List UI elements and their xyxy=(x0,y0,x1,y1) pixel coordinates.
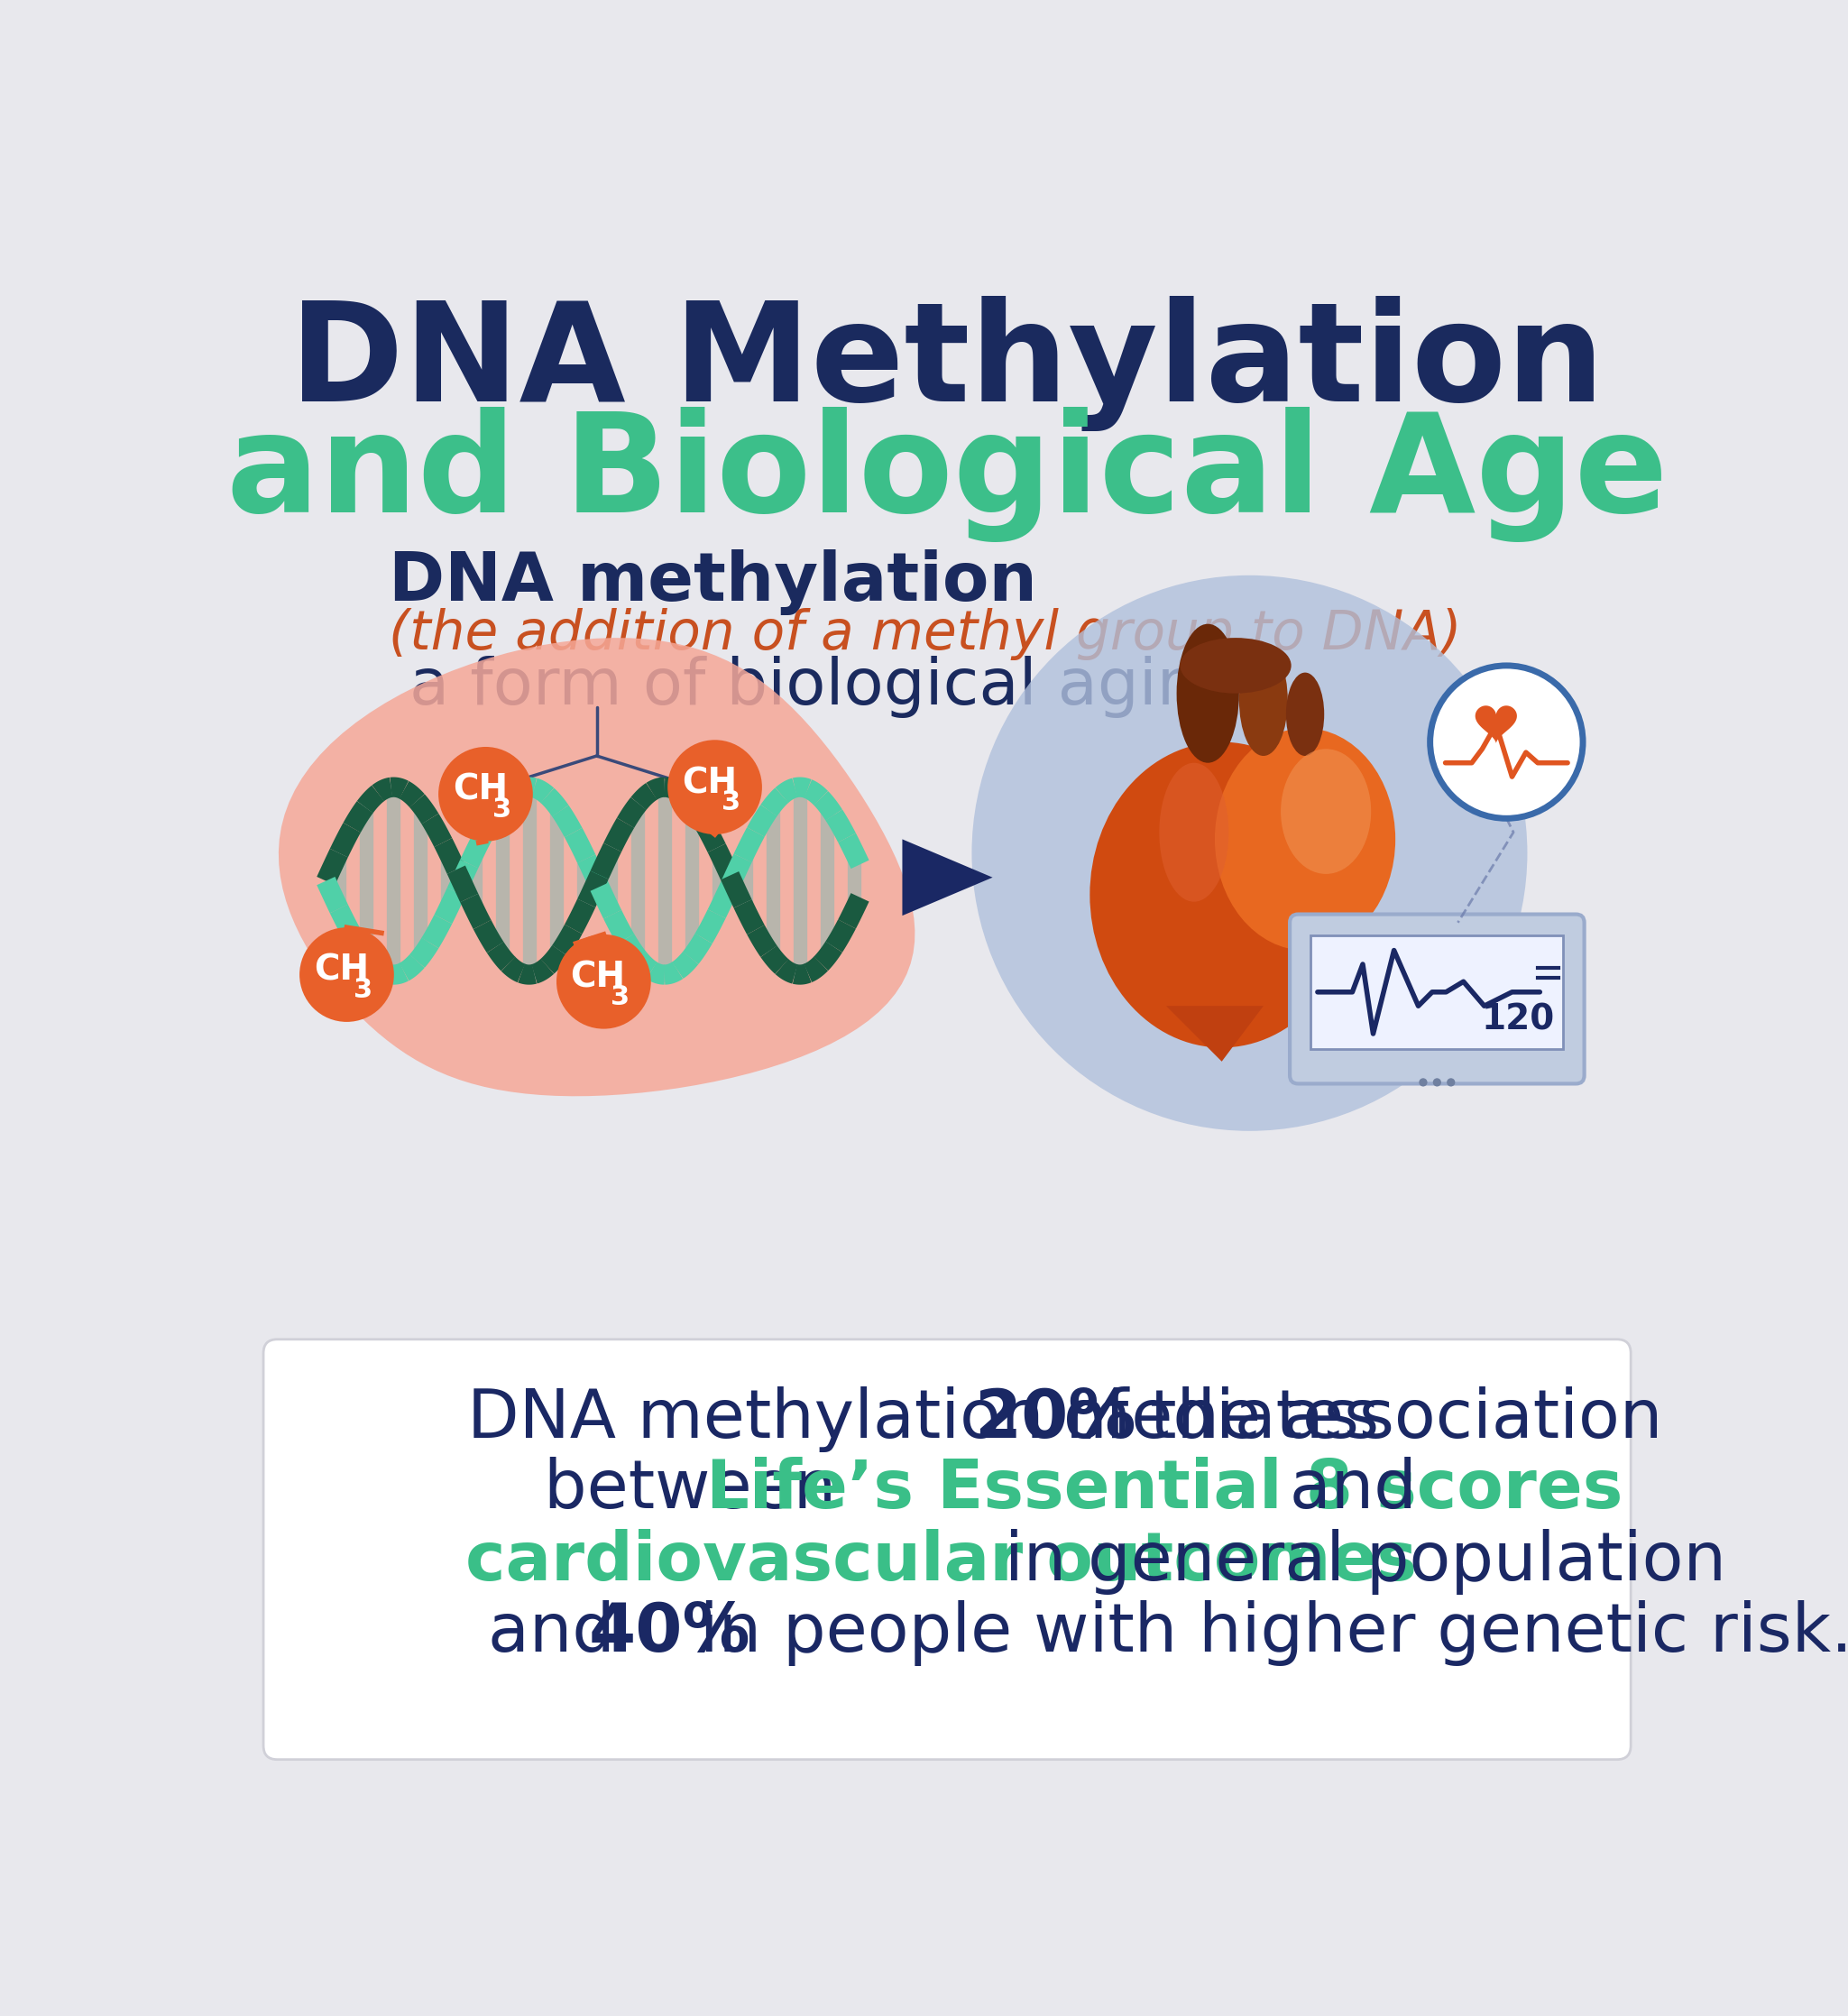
Text: DNA methylation: DNA methylation xyxy=(388,548,1037,615)
Circle shape xyxy=(438,746,532,841)
Text: 3: 3 xyxy=(353,978,373,1004)
Ellipse shape xyxy=(1090,742,1355,1048)
Ellipse shape xyxy=(1286,673,1325,756)
Text: CH: CH xyxy=(453,772,508,806)
Text: DNA methylation mediates: DNA methylation mediates xyxy=(468,1387,1401,1452)
Text: a form of biological aging: a form of biological aging xyxy=(408,655,1240,718)
FancyBboxPatch shape xyxy=(1290,913,1584,1085)
Circle shape xyxy=(1419,1079,1427,1087)
Ellipse shape xyxy=(1181,637,1292,694)
Text: 3: 3 xyxy=(723,790,741,816)
Text: in people with higher genetic risk.: in people with higher genetic risk. xyxy=(656,1601,1848,1665)
Ellipse shape xyxy=(1159,762,1229,901)
Circle shape xyxy=(299,927,394,1022)
Circle shape xyxy=(1430,665,1584,818)
Circle shape xyxy=(972,575,1526,1131)
Circle shape xyxy=(1447,1079,1454,1087)
Text: DNA Methylation: DNA Methylation xyxy=(290,296,1604,431)
Text: CH: CH xyxy=(682,766,737,800)
Text: 20%: 20% xyxy=(974,1387,1137,1452)
Text: in general population: in general population xyxy=(983,1528,1726,1595)
Text: 40%: 40% xyxy=(590,1601,750,1665)
Polygon shape xyxy=(902,839,992,915)
Text: and: and xyxy=(488,1601,658,1665)
Text: and Biological Age: and Biological Age xyxy=(225,407,1667,542)
Circle shape xyxy=(556,933,650,1028)
Text: (the addition of a methyl group to DNA): (the addition of a methyl group to DNA) xyxy=(388,609,1462,661)
FancyBboxPatch shape xyxy=(1310,935,1563,1048)
FancyBboxPatch shape xyxy=(264,1339,1630,1760)
Text: between: between xyxy=(543,1458,857,1522)
Ellipse shape xyxy=(1240,645,1288,756)
Polygon shape xyxy=(1166,1006,1264,1062)
Text: CH: CH xyxy=(571,960,626,994)
Text: CH: CH xyxy=(314,954,370,988)
Polygon shape xyxy=(279,637,915,1097)
Text: 3: 3 xyxy=(612,984,630,1010)
Text: Life’s Essential 8 scores: Life’s Essential 8 scores xyxy=(706,1458,1623,1522)
Text: and: and xyxy=(1268,1458,1417,1522)
Text: cardiovascular outcomes: cardiovascular outcomes xyxy=(466,1528,1417,1595)
Text: 3: 3 xyxy=(493,796,512,823)
Ellipse shape xyxy=(1214,728,1395,950)
FancyBboxPatch shape xyxy=(237,242,1660,1794)
Text: 120: 120 xyxy=(1482,1002,1556,1036)
Ellipse shape xyxy=(1177,623,1240,762)
Polygon shape xyxy=(1475,706,1517,744)
Text: of the association: of the association xyxy=(1040,1387,1661,1452)
Ellipse shape xyxy=(1281,748,1371,875)
Circle shape xyxy=(1432,1079,1441,1087)
Circle shape xyxy=(667,740,761,835)
